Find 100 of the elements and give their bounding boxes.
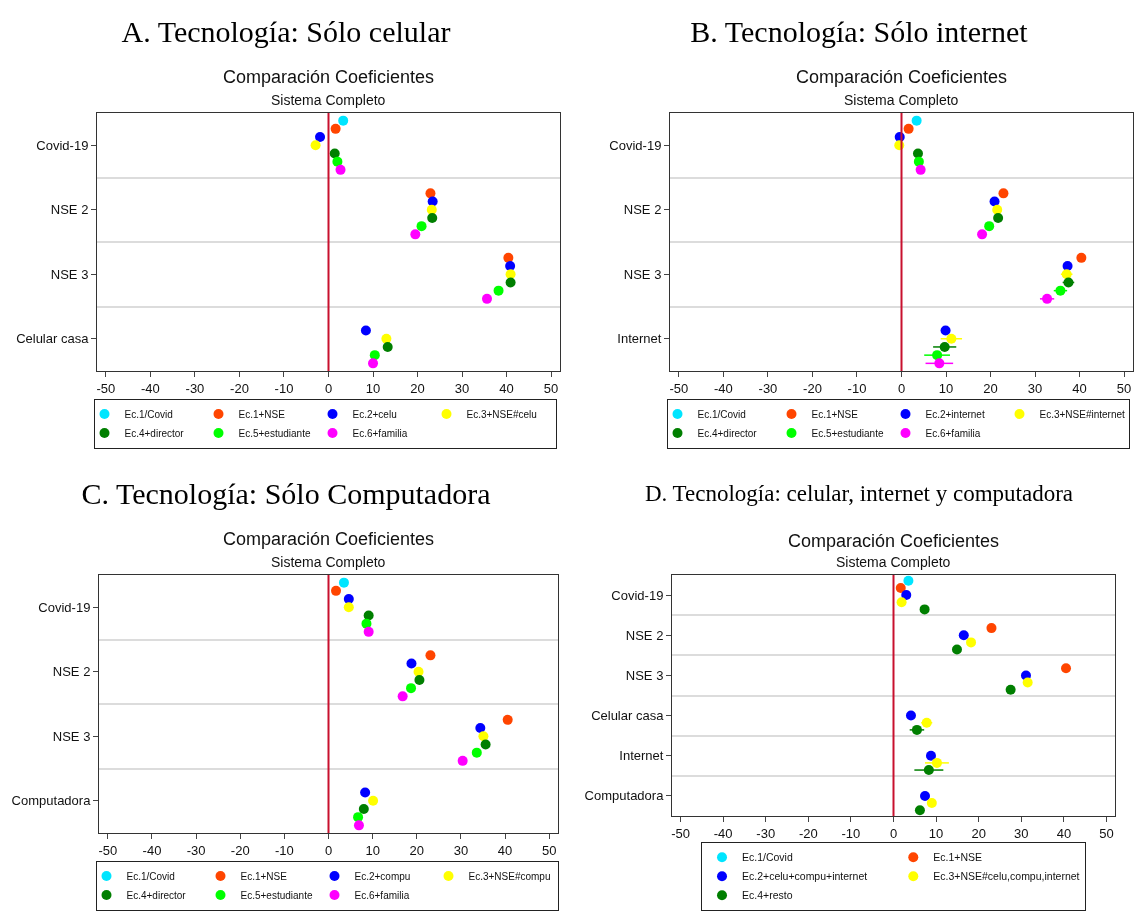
x-tick-label: -20 (803, 380, 822, 396)
legend-label: Ec.4+director (697, 427, 758, 439)
legend-label: Ec.1+NSE (811, 408, 859, 420)
y-tick-label: NSE 3 (50, 266, 89, 282)
x-tick-label: 0 (897, 380, 906, 396)
x-tick-label: -30 (758, 380, 778, 396)
x-tick-label: -10 (841, 825, 861, 841)
chart-title: D. Tecnología: celular, internet y computadora (644, 481, 1074, 507)
legend-label: Ec.5+estudiante (811, 427, 884, 439)
legend-label: Ec.1/Covid (697, 408, 746, 420)
x-tick-label: -20 (798, 825, 818, 841)
y-tick-label: Covid-19 (36, 137, 89, 153)
x-tick-label: 10 (938, 380, 954, 396)
x-tick-label: 10 (365, 842, 380, 858)
x-tick-label: -10 (274, 380, 294, 396)
x-tick-label: -10 (274, 842, 294, 858)
text: Sistema Completo (271, 554, 386, 570)
x-tick-label: 50 (543, 380, 559, 396)
x-tick-label: -40 (141, 380, 160, 396)
y-tick-label: Internet (619, 748, 664, 764)
y-tick-label: NSE 2 (50, 202, 89, 218)
x-tick-label: -40 (713, 825, 733, 841)
y-tick-label: NSE 2 (625, 627, 664, 643)
y-tick-label: Celular casa (16, 331, 90, 347)
y-tick-label: Internet (617, 331, 662, 347)
text: Sistema Completo (836, 554, 951, 570)
y-tick-label: NSE 2 (52, 664, 91, 680)
chart-title: B. Tecnología: Sólo internet (690, 14, 1029, 48)
x-tick-label: 20 (971, 825, 986, 841)
x-tick-label: 20 (409, 842, 424, 858)
legend-label: Ec.1/Covid (126, 870, 175, 882)
x-tick-label: -50 (669, 380, 689, 396)
chart-title: C. Tecnología: Sólo Computadora (81, 476, 491, 510)
x-tick-label: -50 (98, 842, 118, 858)
x-tick-label: 40 (1072, 380, 1087, 396)
x-tick-label: -50 (96, 380, 116, 396)
legend-label: Ec.1+NSE (240, 870, 288, 882)
legend-label: Ec.5+estudiante (240, 889, 313, 901)
x-tick-label: 0 (889, 825, 898, 841)
x-tick-label: 50 (1116, 380, 1132, 396)
x-tick-label: 40 (499, 380, 514, 396)
legend-label: Ec.3+NSE#celu,compu,internet (933, 870, 1080, 883)
y-tick-label: Covid-19 (38, 599, 91, 615)
legend-label: Ec.1/Covid (742, 851, 793, 864)
x-tick-label: 50 (1099, 825, 1114, 841)
x-tick-label: -50 (671, 825, 690, 841)
x-tick-label: 30 (1027, 380, 1043, 396)
x-tick-label: 20 (410, 380, 425, 396)
x-tick-label: 10 (365, 380, 381, 396)
x-tick-label: 0 (324, 842, 333, 858)
y-tick-label: NSE 3 (623, 266, 662, 282)
x-tick-label: -30 (756, 825, 776, 841)
x-tick-label: -20 (230, 380, 249, 396)
chart-subtitle: Comparación Coeficientes (796, 67, 1008, 87)
x-tick-label: -40 (142, 842, 162, 858)
x-tick-label: 30 (1014, 825, 1029, 841)
x-tick-label: -20 (230, 842, 250, 858)
y-tick-label: NSE 3 (625, 667, 664, 683)
text: Sistema Completo (844, 92, 959, 108)
x-tick-label: 30 (454, 380, 470, 396)
legend-label: Ec.3+NSE#internet (1039, 408, 1126, 420)
x-tick-label: 50 (541, 842, 557, 858)
chart-title: A. Tecnología: Sólo celular (121, 14, 451, 48)
chart-subtitle: Comparación Coeficientes (223, 529, 435, 549)
x-tick-label: 10 (928, 825, 944, 841)
legend-label: Ec.4+director (124, 427, 185, 439)
legend-label: Ec.4+resto (742, 889, 793, 902)
x-tick-label: -40 (714, 380, 733, 396)
y-tick-label: Celular casa (591, 708, 665, 724)
legend-label: Ec.6+familia (354, 889, 410, 901)
x-tick-label: 30 (453, 842, 469, 858)
text: Sistema Completo (271, 92, 386, 108)
x-tick-label: 0 (324, 380, 333, 396)
x-tick-label: -30 (185, 380, 205, 396)
legend-label: Ec.3+NSE#celu (466, 408, 537, 420)
chart-subtitle: Comparación Coeficientes (788, 531, 1000, 551)
legend-label: Ec.2+celu+compu+internet (742, 870, 868, 883)
legend-label: Ec.4+director (126, 889, 187, 901)
legend-label: Ec.2+internet (925, 408, 985, 420)
y-tick-label: Covid-19 (609, 137, 662, 153)
legend-label: Ec.5+estudiante (238, 427, 311, 439)
legend-label: Ec.1+NSE (238, 408, 286, 420)
y-tick-label: Computadora (584, 788, 665, 804)
legend-label: Ec.2+celu (352, 408, 397, 420)
legend-label: Ec.6+familia (925, 427, 981, 439)
legend-label: Ec.3+NSE#compu (468, 870, 551, 882)
y-tick-label: Covid-19 (611, 587, 664, 603)
x-tick-label: -30 (186, 842, 206, 858)
x-tick-label: 40 (1056, 825, 1072, 841)
legend-label: Ec.2+compu (354, 870, 411, 882)
legend-label: Ec.1/Covid (124, 408, 173, 420)
x-tick-label: 40 (497, 842, 513, 858)
x-tick-label: -10 (847, 380, 867, 396)
y-tick-label: NSE 2 (623, 202, 662, 218)
y-tick-label: NSE 3 (52, 728, 91, 744)
x-tick-label: 20 (983, 380, 998, 396)
legend-label: Ec.6+familia (352, 427, 408, 439)
chart-subtitle: Comparación Coeficientes (223, 67, 435, 87)
y-tick-label: Computadora (11, 793, 92, 809)
legend-label: Ec.1+NSE (933, 851, 983, 864)
